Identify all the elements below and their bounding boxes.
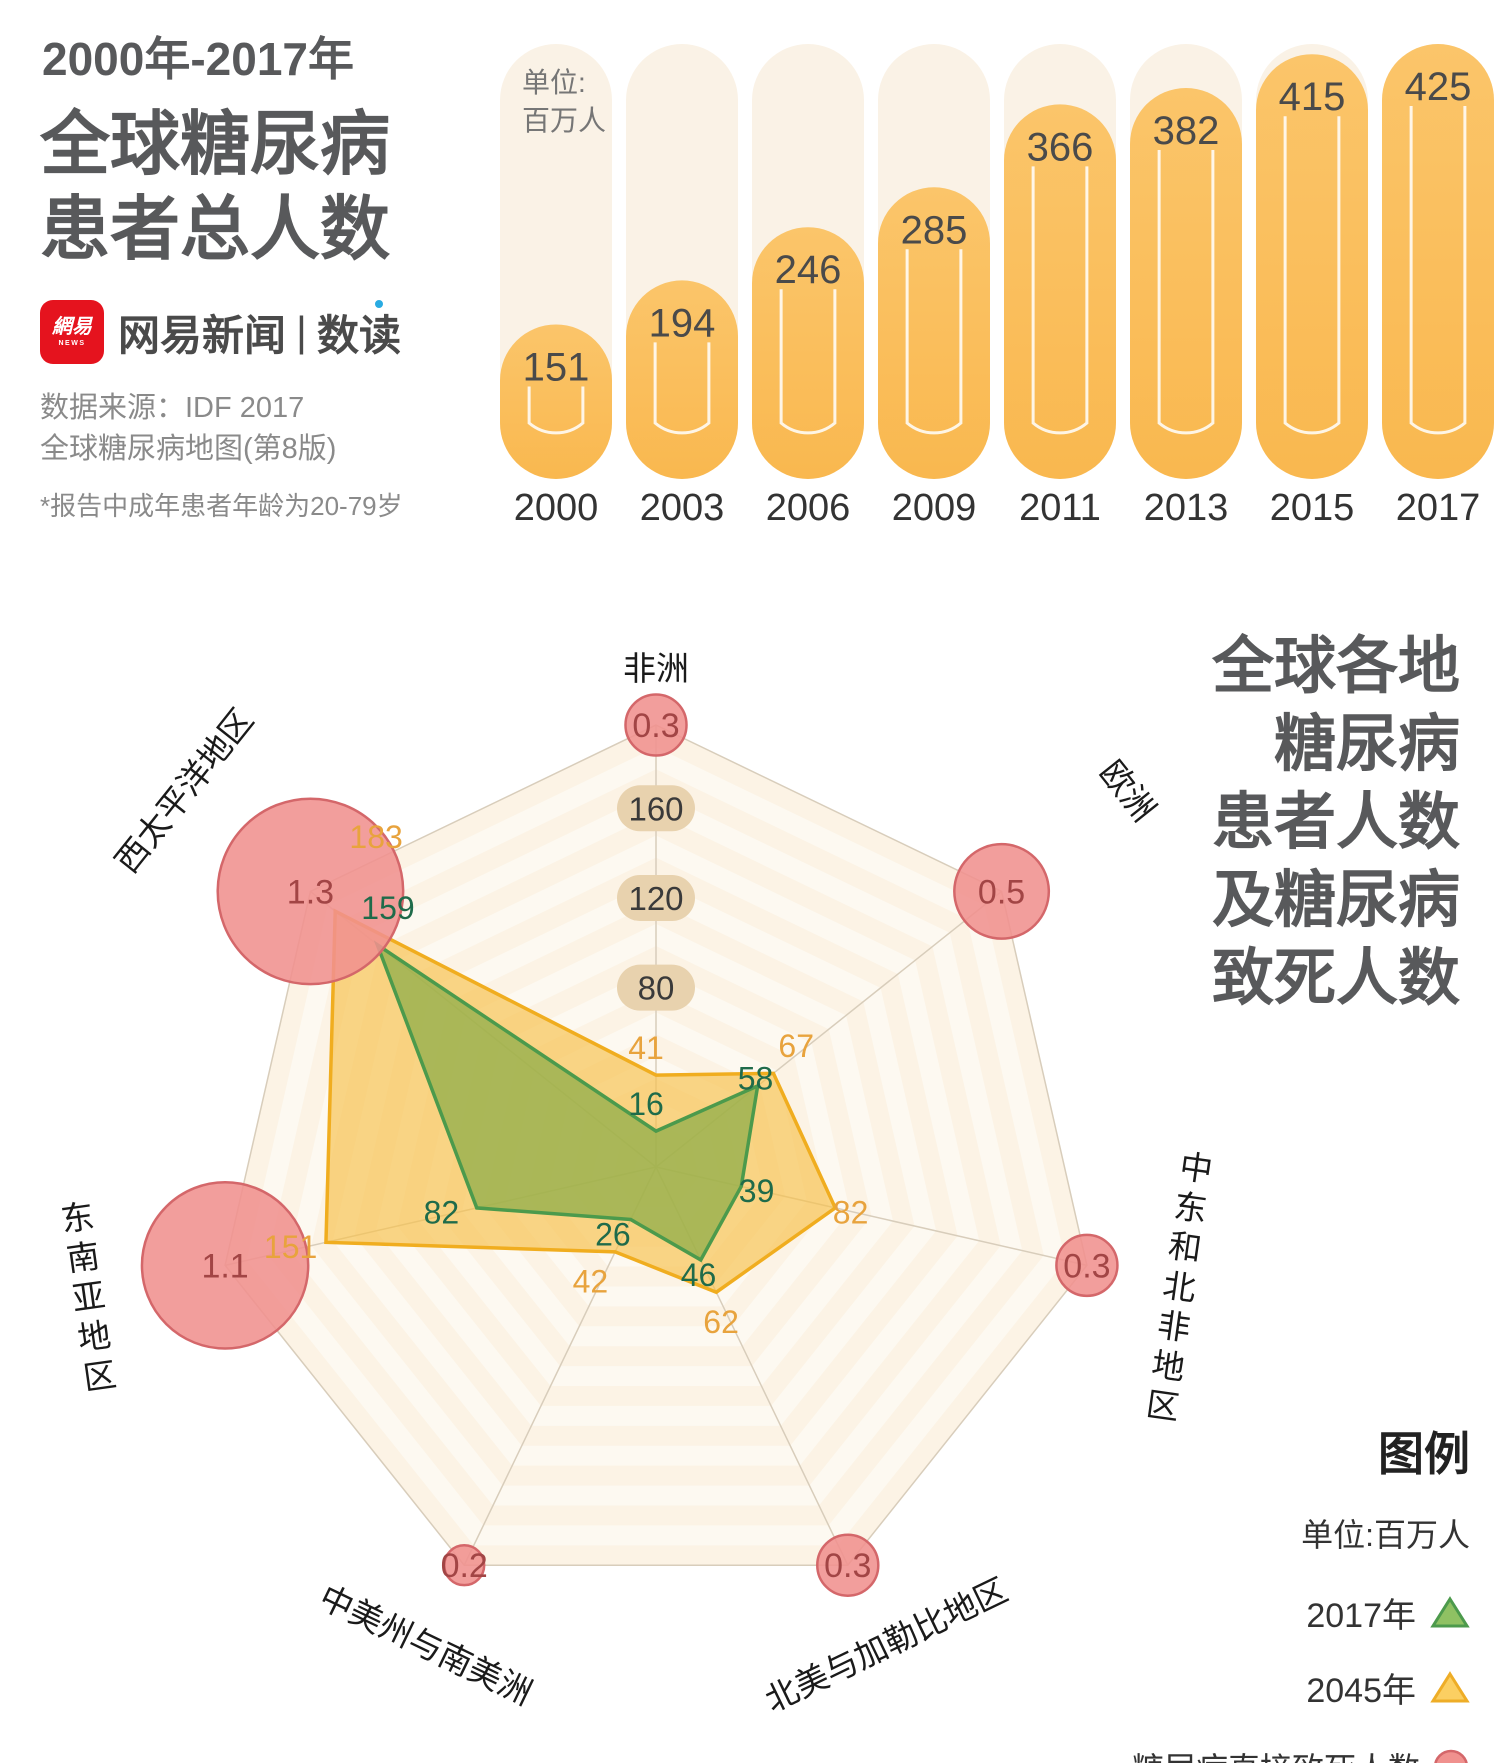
svg-text:北: 北	[1161, 1266, 1199, 1307]
svg-text:82: 82	[833, 1195, 869, 1231]
svg-text:0.3: 0.3	[1063, 1247, 1110, 1285]
svg-text:2003: 2003	[640, 487, 725, 529]
svg-text:246: 246	[775, 248, 842, 292]
svg-text:183: 183	[349, 819, 402, 855]
svg-text:2000: 2000	[514, 487, 599, 529]
svg-text:62: 62	[703, 1304, 739, 1340]
svg-text:2011: 2011	[1019, 487, 1101, 529]
svg-text:415: 415	[1279, 75, 1346, 119]
svg-text:2009: 2009	[892, 487, 977, 529]
svg-text:39: 39	[739, 1173, 775, 1209]
svg-text:41: 41	[628, 1030, 664, 1066]
svg-text:1.1: 1.1	[201, 1247, 248, 1285]
svg-text:160: 160	[628, 790, 683, 827]
svg-text:区: 区	[81, 1356, 119, 1397]
svg-text:151: 151	[264, 1229, 317, 1265]
svg-text:北美与加勒比地区: 北美与加勒比地区	[759, 1571, 1013, 1719]
svg-text:151: 151	[523, 345, 590, 389]
svg-text:2017: 2017	[1396, 487, 1481, 529]
svg-text:东: 东	[59, 1197, 97, 1238]
svg-text:120: 120	[628, 880, 683, 917]
svg-text:42: 42	[573, 1264, 609, 1300]
svg-text:159: 159	[361, 890, 414, 926]
svg-text:东: 东	[1172, 1187, 1210, 1228]
svg-text:和: 和	[1166, 1227, 1204, 1268]
svg-text:382: 382	[1153, 109, 1220, 153]
svg-text:中美州与南美洲: 中美州与南美洲	[314, 1578, 538, 1712]
svg-text:366: 366	[1027, 125, 1094, 169]
svg-text:2006: 2006	[766, 487, 851, 529]
svg-text:425: 425	[1405, 65, 1472, 109]
svg-text:0.3: 0.3	[632, 707, 679, 745]
svg-text:46: 46	[681, 1257, 717, 1293]
svg-text:0.2: 0.2	[441, 1547, 488, 1585]
svg-text:亚: 亚	[70, 1276, 108, 1317]
svg-text:地: 地	[1149, 1346, 1187, 1387]
svg-text:58: 58	[738, 1061, 774, 1097]
svg-text:26: 26	[595, 1217, 631, 1253]
svg-text:80: 80	[638, 970, 675, 1007]
svg-text:2015: 2015	[1270, 487, 1355, 529]
svg-text:82: 82	[424, 1195, 460, 1231]
svg-text:中: 中	[1177, 1148, 1215, 1189]
svg-text:非洲: 非洲	[623, 650, 689, 687]
svg-text:285: 285	[901, 208, 968, 252]
svg-text:南: 南	[64, 1237, 102, 1278]
svg-text:16: 16	[628, 1086, 664, 1122]
svg-text:地: 地	[75, 1316, 113, 1357]
svg-text:非: 非	[1155, 1306, 1193, 1347]
svg-text:1.3: 1.3	[287, 873, 334, 911]
svg-text:0.3: 0.3	[824, 1547, 871, 1585]
svg-text:194: 194	[649, 301, 716, 345]
svg-text:67: 67	[778, 1028, 814, 1064]
svg-text:2013: 2013	[1144, 487, 1229, 529]
